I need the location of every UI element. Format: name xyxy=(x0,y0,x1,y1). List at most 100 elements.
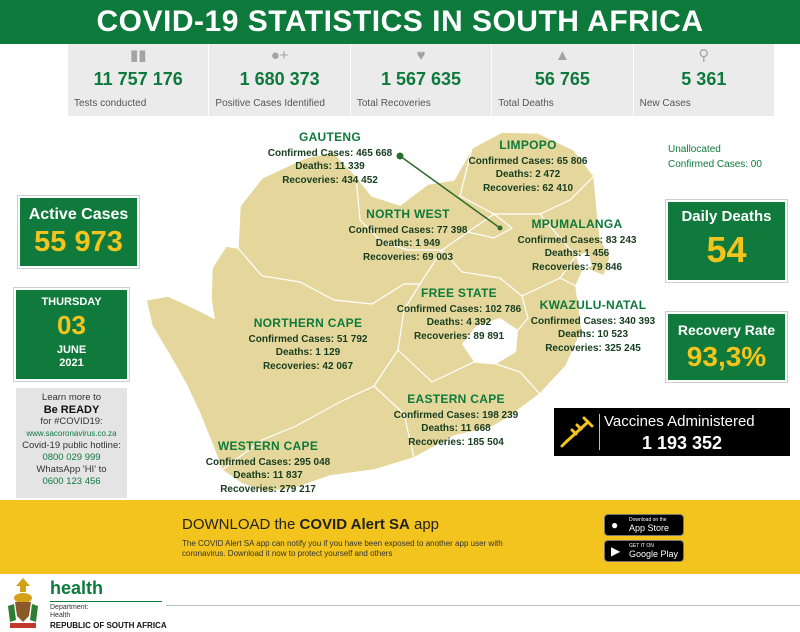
daily-deaths-label: Daily Deaths xyxy=(681,208,772,225)
stat-recoveries: ♥ 1 567 635 Total Recoveries xyxy=(351,44,493,116)
info-hotline-label: Covid-19 public hotline: xyxy=(22,440,121,451)
stat-tests: ▮▮ 11 757 176 Tests conducted xyxy=(68,44,210,116)
stat-label: Positive Cases Identified xyxy=(215,98,325,109)
active-cases-label: Active Cases xyxy=(28,206,129,223)
health-wordmark: health xyxy=(50,578,104,598)
footer-divider xyxy=(166,605,800,606)
info-panel: Learn more to Be READY for #COVID19: www… xyxy=(16,388,127,498)
region-cases: Confirmed Cases: 102 786 xyxy=(396,303,522,315)
region-deaths: Deaths: 2 472 xyxy=(495,169,561,180)
region-western-cape: WESTERN CAPE Confirmed Cases: 295 048 De… xyxy=(200,439,336,496)
stat-value: 1 680 373 xyxy=(239,69,320,89)
unallocated-label: Unallocated xyxy=(668,144,721,155)
region-recoveries: Recoveries: 42 067 xyxy=(262,360,354,372)
stat-new-cases: ⚲ 5 361 New Cases xyxy=(634,44,774,116)
stat-label: Tests conducted xyxy=(74,98,147,109)
daily-deaths-box: Daily Deaths 54 xyxy=(665,199,788,283)
stat-deaths: ▲ 56 765 Total Deaths xyxy=(492,44,634,116)
recovery-rate-box: Recovery Rate 93,3% xyxy=(665,311,788,383)
region-cases: Confirmed Cases: 465 668 xyxy=(267,147,393,159)
border-kzn xyxy=(559,277,577,287)
date-year: 2021 xyxy=(59,357,84,369)
syringe-icon xyxy=(560,416,594,448)
region-deaths: Deaths: 1 129 xyxy=(275,347,341,358)
department-line2: Health xyxy=(50,612,71,619)
coat-of-arms-logo xyxy=(8,578,38,628)
apple-icon: ● xyxy=(611,518,619,532)
region-cases: Confirmed Cases: 77 398 xyxy=(348,224,468,236)
date-month: JUNE xyxy=(56,344,87,356)
department-line1: Department: xyxy=(50,604,89,611)
app-title-suffix: app xyxy=(409,516,440,533)
app-description: The COVID Alert SA app can notify you if… xyxy=(182,539,503,558)
unallocated-cases: Unallocated Confirmed Cases: 00 xyxy=(668,142,762,172)
info-line3: for #COVID19: xyxy=(40,416,103,427)
region-name: NORTHERN CAPE xyxy=(253,316,363,330)
country-name: REPUBLIC OF SOUTH AFRICA xyxy=(50,621,167,630)
region-cases: Confirmed Cases: 51 792 xyxy=(248,333,368,345)
region-name: KWAZULU-NATAL xyxy=(539,298,647,312)
region-limpopo: LIMPOPO Confirmed Cases: 65 806 Deaths: … xyxy=(466,138,590,195)
region-mpumalanga: MPUMALANGA Confirmed Cases: 83 243 Death… xyxy=(512,217,642,274)
info-hotline-number: 0800 029 999 xyxy=(42,452,101,463)
heartbeat-icon: ♥ xyxy=(416,47,426,64)
recovery-rate-value: 93,3% xyxy=(686,341,767,372)
region-cases: Confirmed Cases: 83 243 xyxy=(517,234,637,246)
app-store-label: App Store xyxy=(629,523,670,533)
footer: health Department: Health REPUBLIC OF SO… xyxy=(0,574,800,632)
recovery-rate-label: Recovery Rate xyxy=(677,322,776,338)
info-website-link[interactable]: www.sacoronavirus.co.za xyxy=(26,429,117,438)
region-name: LIMPOPO xyxy=(499,138,557,152)
region-cases: Confirmed Cases: 340 393 xyxy=(530,315,656,327)
magnifier-icon: ⚲ xyxy=(698,47,710,64)
date-box: THURSDAY 03 JUNE 2021 xyxy=(13,287,130,382)
google-play-label: Google Play xyxy=(629,549,679,559)
region-deaths: Deaths: 4 392 xyxy=(426,317,492,328)
border-eastern-cape xyxy=(397,349,541,395)
department-label: Department: Health xyxy=(50,604,89,620)
region-cases: Confirmed Cases: 295 048 xyxy=(205,456,331,468)
app-store-small-text: Download on the xyxy=(629,517,667,523)
region-name: WESTERN CAPE xyxy=(217,439,319,453)
test-tube-icon: ▮▮ xyxy=(129,47,147,64)
date-day: 03 xyxy=(57,310,86,340)
region-recoveries: Recoveries: 62 410 xyxy=(482,182,574,194)
region-northern-cape: NORTHERN CAPE Confirmed Cases: 51 792 De… xyxy=(244,316,372,373)
region-name: FREE STATE xyxy=(421,286,497,300)
region-free-state: FREE STATE Confirmed Cases: 102 786 Deat… xyxy=(392,286,526,343)
region-kwazulu-natal: KWAZULU-NATAL Confirmed Cases: 340 393 D… xyxy=(526,298,660,355)
region-recoveries: Recoveries: 69 003 xyxy=(362,251,454,263)
region-recoveries: Recoveries: 89 891 xyxy=(413,330,505,342)
region-name: EASTERN CAPE xyxy=(407,392,505,406)
google-play-small-text: GET IT ON xyxy=(629,543,654,549)
region-recoveries: Recoveries: 434 452 xyxy=(282,174,378,186)
region-recoveries: Recoveries: 185 504 xyxy=(408,436,504,448)
region-deaths: Deaths: 11 837 xyxy=(233,470,303,481)
app-store-button[interactable]: ● Download on the App Store xyxy=(604,514,684,536)
region-north-west: NORTH WEST Confirmed Cases: 77 398 Death… xyxy=(344,207,472,264)
gauteng-pointer-end xyxy=(497,225,503,231)
vaccines-divider xyxy=(599,414,600,450)
app-download-banner: DOWNLOAD the COVID Alert SA app The COVI… xyxy=(0,500,800,574)
stat-value: 5 361 xyxy=(681,69,727,89)
active-cases-box: Active Cases 55 973 xyxy=(17,195,140,269)
daily-deaths-value: 54 xyxy=(706,229,747,270)
google-play-button[interactable]: ▶ GET IT ON Google Play xyxy=(604,540,684,562)
info-line1: Learn more to xyxy=(41,392,102,403)
active-cases-value: 55 973 xyxy=(34,226,123,258)
stat-value: 56 765 xyxy=(534,69,590,89)
stat-label: New Cases xyxy=(639,98,691,109)
region-deaths: Deaths: 1 456 xyxy=(544,248,610,259)
region-name: NORTH WEST xyxy=(366,207,450,221)
region-name: MPUMALANGA xyxy=(531,217,623,231)
google-play-icon: ▶ xyxy=(611,544,621,558)
info-whatsapp-label: WhatsApp 'HI' to xyxy=(36,464,107,475)
info-be-ready: Be READY xyxy=(43,404,100,416)
vaccines-label: Vaccines Administered xyxy=(604,413,755,430)
vaccines-value: 1 193 352 xyxy=(641,433,723,453)
region-gauteng: GAUTENG Confirmed Cases: 465 668 Deaths:… xyxy=(262,130,398,187)
region-deaths: Deaths: 11 339 xyxy=(295,161,365,172)
stat-value: 11 757 176 xyxy=(93,69,183,89)
unallocated-value: Confirmed Cases: 00 xyxy=(668,159,762,170)
region-recoveries: Recoveries: 279 217 xyxy=(220,483,316,495)
